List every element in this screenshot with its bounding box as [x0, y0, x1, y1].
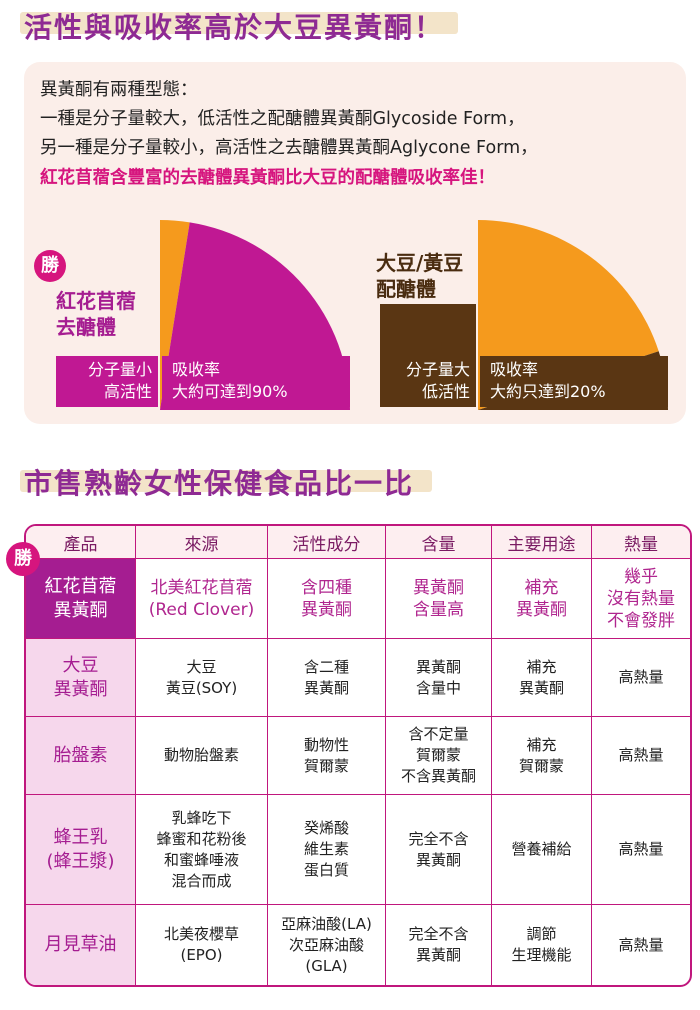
section-title-comparison: 市售熟齡女性保健食品比一比: [24, 467, 415, 500]
red-clover-absorb-line2: 大約可達到90%: [172, 382, 288, 401]
red-clover-name-line2: 去醣體: [56, 315, 116, 339]
row-calorie: 高熱量: [618, 935, 664, 954]
row-product: 胎盤素: [26, 717, 136, 795]
row-amount: 含不定量 賀爾蒙 不含異黃酮: [386, 717, 492, 795]
header-amount: 含量: [386, 526, 492, 559]
row-use: 調節 生理機能: [492, 905, 592, 985]
red-clover-absorb-line1: 吸收率: [172, 360, 221, 379]
row-product: 蜂王乳 (蜂王漿): [26, 795, 136, 905]
table-row: 紅花苜蓿 異黃酮 北美紅花苜蓿 (Red Clover) 含四種 異黃酮 異黃酮…: [26, 559, 690, 639]
header-use: 主要用途: [492, 526, 592, 559]
header-product: 產品: [26, 526, 136, 559]
soy-block: [380, 304, 476, 356]
soy-name-line2: 配醣體: [376, 277, 436, 301]
row-source: 北美夜櫻草 (EPO): [136, 905, 268, 985]
soy-tag-line1: 分子量大: [405, 360, 470, 379]
soy-absorption-tag: 吸收率 大約只達到20%: [480, 356, 668, 407]
table-row: 蜂王乳 (蜂王漿) 乳蜂吃下 蜂蜜和花粉後 和蜜蜂唾液 混合而成 癸烯酸 維生素…: [26, 795, 690, 905]
row-use: 補充 異黃酮: [492, 639, 592, 717]
row-amount: 異黃酮 含量中: [386, 639, 492, 717]
row-calorie: 高熱量: [592, 795, 690, 905]
soy-absorb-line2: 大約只達到20%: [490, 382, 606, 401]
row-active: 亞麻油酸(LA) 次亞麻油酸 (GLA): [268, 905, 386, 985]
row-source: 大豆 黃豆(SOY): [136, 639, 268, 717]
row-calorie: 高熱量: [592, 639, 690, 717]
intro-line: 另一種是分子量較小，高活性之去醣體異黃酮Aglycone Form，: [40, 138, 538, 158]
table-header-row: 產品 來源 活性成分 含量 主要用途 熱量: [26, 526, 690, 559]
intro-line: 一種是分子量較大，低活性之配醣體異黃酮Glycoside Form，: [40, 109, 525, 129]
section-title-absorption: 活性與吸收率高於大豆異黃酮！: [24, 11, 445, 44]
row-source: 北美紅花苜蓿 (Red Clover): [136, 559, 268, 639]
row-active: 含二種 異黃酮: [268, 639, 386, 717]
red-clover-name-line1: 紅花苜蓿: [56, 289, 136, 313]
row-use: 補充 賀爾蒙: [492, 717, 592, 795]
red-clover-name: 紅花苜蓿 去醣體: [56, 288, 136, 340]
intro-line: 異黃酮有兩種型態：: [40, 80, 198, 100]
heading-highlight: [20, 470, 432, 492]
red-clover-molecule-tag: 分子量小 高活性: [56, 356, 158, 407]
table-row: 大豆 異黃酮 大豆 黃豆(SOY) 含二種 異黃酮 異黃酮 含量中 補充 異黃酮…: [26, 639, 690, 717]
row-active: 動物性 賀爾蒙: [268, 717, 386, 795]
row-amount: 完全不含 異黃酮: [386, 905, 492, 985]
intro-highlight: 紅花苜蓿含豐富的去醣體異黃酮比大豆的配醣體吸收率佳！: [40, 168, 495, 188]
heading-highlight: [20, 12, 458, 34]
red-clover-absorption-tag: 吸收率 大約可達到90%: [162, 356, 350, 407]
soy-name-line1: 大豆/黃豆: [376, 251, 464, 275]
row-calorie: 高熱量: [592, 717, 690, 795]
table-row: 月見草油 北美夜櫻草 (EPO) 亞麻油酸(LA) 次亞麻油酸 (GLA) 完全…: [26, 905, 690, 985]
row-active: 含四種 異黃酮: [268, 559, 386, 639]
red-clover-tag-line1: 分子量小: [87, 360, 152, 379]
row-calorie: 幾乎 沒有熱量 不會發胖: [592, 559, 690, 639]
header-active: 活性成分: [268, 526, 386, 559]
soy-tag-line2: 低活性: [421, 382, 470, 401]
soy-name: 大豆/黃豆 配醣體: [376, 250, 463, 302]
winner-badge: 勝: [6, 542, 40, 576]
header-source: 來源: [136, 526, 268, 559]
row-use: 營養補給: [492, 795, 592, 905]
row-use: 補充 異黃酮: [492, 559, 592, 639]
soy-molecule-tag: 分子量大 低活性: [380, 356, 476, 407]
row-active: 癸烯酸 維生素 蛋白質: [268, 795, 386, 905]
winner-badge: 勝: [34, 250, 66, 282]
comparison-table: 產品 來源 活性成分 含量 主要用途 熱量 紅花苜蓿 異黃酮 北美紅花苜蓿 (R…: [24, 524, 692, 987]
soy-absorb-line1: 吸收率: [490, 360, 539, 379]
row-amount: 完全不含 異黃酮: [386, 795, 492, 905]
table-row: 胎盤素 動物胎盤素 動物性 賀爾蒙 含不定量 賀爾蒙 不含異黃酮 補充 賀爾蒙 …: [26, 717, 690, 795]
row-product: 紅花苜蓿 異黃酮: [26, 559, 136, 639]
row-source: 乳蜂吃下 蜂蜜和花粉後 和蜜蜂唾液 混合而成: [136, 795, 268, 905]
row-product: 大豆 異黃酮: [26, 639, 136, 717]
row-amount: 異黃酮 含量高: [386, 559, 492, 639]
row-product: 月見草油: [26, 905, 136, 985]
row-source: 動物胎盤素: [136, 717, 268, 795]
red-clover-tag-line2: 高活性: [103, 382, 152, 401]
header-calorie: 熱量: [592, 526, 690, 559]
